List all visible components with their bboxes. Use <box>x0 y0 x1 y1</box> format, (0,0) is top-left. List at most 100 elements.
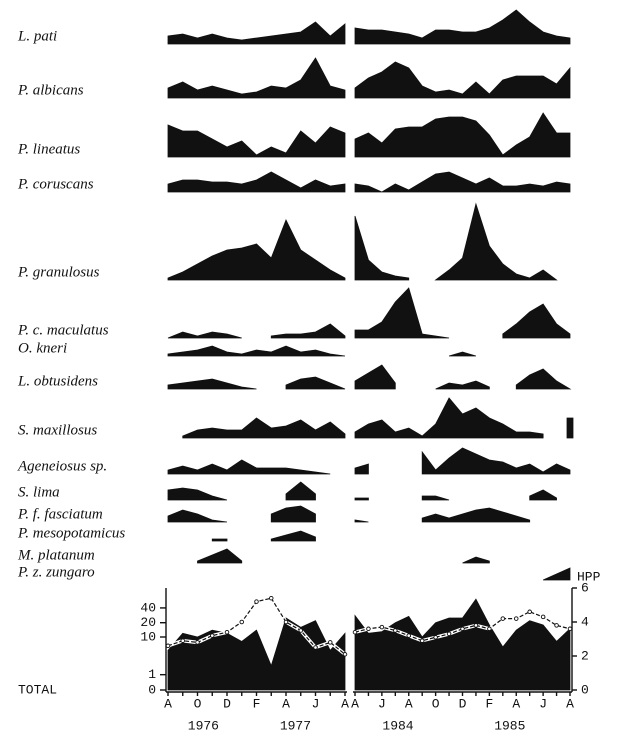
abundance-area <box>167 21 346 45</box>
abundance-area <box>462 556 490 564</box>
species-name: M. platanum <box>17 547 95 563</box>
hpp-point <box>269 595 274 601</box>
hpp-point <box>527 609 532 615</box>
year-label: 1977 <box>280 718 311 733</box>
y-tick-label: 20 <box>140 615 156 630</box>
y-tick-label: 40 <box>140 600 156 615</box>
hpp-point <box>239 619 244 625</box>
hpp-point <box>165 643 171 649</box>
abundance-area <box>285 376 346 390</box>
y2-tick-label: 2 <box>581 648 589 663</box>
hpp-point <box>209 633 215 638</box>
y2-tick-label: 0 <box>581 682 589 697</box>
hpp-point <box>298 628 304 633</box>
abundance-area <box>354 519 369 523</box>
y-tick-label: 1 <box>148 667 156 682</box>
abundance-area <box>167 57 346 99</box>
abundance-area <box>211 538 228 542</box>
x-tick-label: A <box>164 696 172 711</box>
x-tick-label: D <box>223 696 231 711</box>
abundance-area <box>354 287 450 339</box>
abundance-area <box>167 171 346 193</box>
abundance-area <box>421 495 450 501</box>
species-name: P. f. fasciatum <box>17 506 103 522</box>
y2-tick-label: 4 <box>581 614 589 629</box>
species-name: L. obtusidens <box>17 373 98 389</box>
hpp-point <box>195 640 200 645</box>
species-name: P. albicans <box>17 82 84 98</box>
species-name: O. kneri <box>18 340 67 356</box>
abundance-area <box>542 567 571 581</box>
species-name: P. lineatus <box>17 141 80 157</box>
x-tick-label: A <box>566 696 574 711</box>
y-tick-label: 0 <box>148 682 156 697</box>
hpp-point <box>473 623 479 628</box>
abundance-area <box>502 303 571 339</box>
x-tick-label: A <box>341 696 349 711</box>
x-tick-label: F <box>253 696 261 711</box>
abundance-area <box>421 507 531 523</box>
hpp-point <box>180 638 185 643</box>
species-name: S. maxillosus <box>18 422 97 438</box>
hpp-point <box>393 628 398 633</box>
x-tick-label: J <box>539 696 547 711</box>
hpp-point <box>224 629 230 635</box>
species-name: P. granulosus <box>17 264 100 280</box>
species-name: Ageneiosus sp. <box>17 458 107 474</box>
hpp-point <box>567 626 573 632</box>
abundance-area <box>354 9 571 45</box>
abundance-area <box>354 497 369 501</box>
species-name: L. pati <box>17 28 57 44</box>
hpp-point <box>283 619 289 625</box>
abundance-area <box>448 351 477 357</box>
x-tick-label: A <box>282 696 290 711</box>
x-tick-label: A <box>351 696 359 711</box>
abundance-area <box>566 417 574 439</box>
abundance-area <box>354 61 571 99</box>
total-area <box>167 617 346 691</box>
x-tick-label: A <box>405 696 413 711</box>
abundance-area <box>270 530 316 542</box>
x-tick-label: A <box>512 696 520 711</box>
abundance-area <box>435 380 490 390</box>
hpp-point <box>328 640 333 645</box>
x-tick-label: J <box>312 696 320 711</box>
y-tick-label: 10 <box>140 629 156 644</box>
hpp-point <box>540 614 546 620</box>
hpp-point <box>460 626 465 632</box>
abundance-area <box>167 124 346 158</box>
hpp-point <box>366 626 371 632</box>
year-label: 1985 <box>494 718 525 733</box>
abundance-area <box>354 171 571 193</box>
hpp-point <box>406 633 412 638</box>
species-name: P. coruscans <box>17 176 94 192</box>
x-tick-label: O <box>432 696 440 711</box>
abundance-area <box>285 481 316 501</box>
abundance-area <box>167 331 242 339</box>
hpp-point <box>433 635 438 640</box>
hpp-point <box>254 599 259 604</box>
total-label: TOTAL <box>18 682 57 697</box>
x-tick-label: D <box>459 696 467 711</box>
hpp-label: HPP <box>577 569 601 584</box>
abundance-area <box>515 368 572 390</box>
hpp-line <box>354 611 571 642</box>
hpp-point <box>379 624 385 630</box>
hpp-point <box>419 638 425 643</box>
hpp-point <box>500 616 506 621</box>
hpp-point <box>342 652 348 657</box>
abundance-area <box>167 378 257 390</box>
species-name: S. lima <box>18 484 60 500</box>
y2-tick-label: 6 <box>581 580 589 595</box>
year-label: 1976 <box>188 718 219 733</box>
abundance-area <box>197 548 243 564</box>
hpp-point <box>313 645 318 650</box>
abundance-area <box>354 463 369 475</box>
x-tick-label: F <box>485 696 493 711</box>
abundance-area <box>167 509 228 523</box>
abundance-area <box>167 459 331 475</box>
abundance-area <box>354 397 544 439</box>
abundance-area <box>354 215 410 281</box>
abundance-area <box>167 219 346 281</box>
